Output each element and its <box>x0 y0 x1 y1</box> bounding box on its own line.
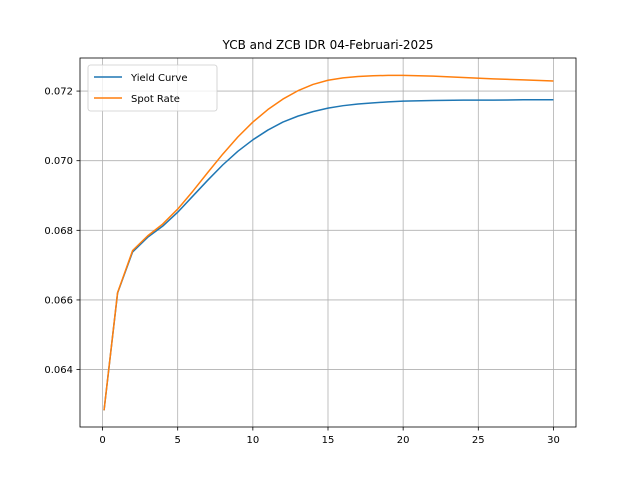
series-line-spot-rate <box>103 74 554 411</box>
x-tick-label: 5 <box>175 435 181 446</box>
legend-label: Yield Curve <box>130 73 188 84</box>
y-tick-label: 0.066 <box>44 295 73 306</box>
y-tick-label: 0.064 <box>44 365 73 376</box>
x-tick-label: 30 <box>547 435 560 446</box>
y-tick-label: 0.072 <box>44 87 73 98</box>
x-tick-label: 10 <box>246 435 259 446</box>
x-tick-label: 0 <box>99 435 105 446</box>
chart-title: YCB and ZCB IDR 04-Februari-2025 <box>222 38 434 52</box>
y-tick-label: 0.070 <box>44 156 73 167</box>
axis-ticks: 0 5 10 15 20 25 30 0.064 0.066 0.068 0.070 0.072 <box>44 87 559 446</box>
x-tick-label: 25 <box>472 435 485 446</box>
series-lines <box>103 74 554 411</box>
grid <box>80 58 576 427</box>
x-tick-label: 20 <box>397 435 410 446</box>
legend: Yield Curve Spot Rate <box>87 64 218 112</box>
x-tick-label: 15 <box>322 435 335 446</box>
y-tick-label: 0.068 <box>44 226 73 237</box>
legend-label: Spot Rate <box>131 94 180 105</box>
series-line-yield-curve <box>103 99 554 411</box>
